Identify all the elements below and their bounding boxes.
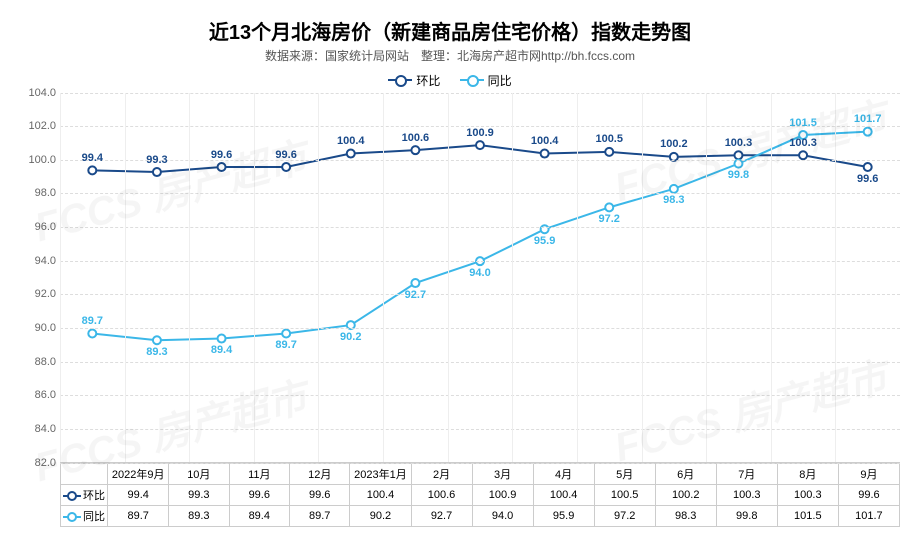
data-point-label: 99.6 [275, 149, 296, 161]
legend-label: 环比 [416, 72, 440, 89]
x-axis-label: 2023年1月 [350, 463, 411, 484]
chart-container: 近13个月北海房价（新建商品房住宅价格）指数走势图 数据来源：国家统计局网站 整… [0, 0, 900, 541]
x-axis-label: 11月 [229, 463, 289, 484]
chart-subtitle: 数据来源：国家统计局网站 整理：北海房产超市网http://bh.fccs.co… [20, 47, 880, 64]
table-cell: 99.8 [716, 505, 777, 526]
legend-swatch-huanbi [388, 79, 412, 81]
x-axis-label: 7月 [716, 463, 777, 484]
data-point-label: 99.6 [211, 149, 232, 161]
y-axis-label: 100.0 [28, 154, 56, 166]
table-cell: 99.6 [229, 484, 289, 505]
data-point-label: 90.2 [340, 331, 361, 343]
data-point-label: 97.2 [599, 213, 620, 225]
x-axis-label: 2月 [411, 463, 472, 484]
table-cell: 100.2 [655, 484, 716, 505]
x-axis-label: 9月 [838, 463, 899, 484]
y-axis-label: 94.0 [35, 255, 56, 267]
table-cell: 99.3 [169, 484, 229, 505]
y-axis-label: 84.0 [35, 423, 56, 435]
y-axis-label: 92.0 [35, 288, 56, 300]
legend-label: 同比 [488, 72, 512, 89]
x-axis-label: 6月 [655, 463, 716, 484]
y-axis-label: 98.0 [35, 187, 56, 199]
legend-item-huanbi: 环比 [388, 72, 440, 89]
table-cell: 89.4 [229, 505, 289, 526]
data-point-label: 100.2 [660, 138, 688, 150]
legend-item-tongbi: 同比 [460, 72, 512, 89]
x-axis-label: 5月 [594, 463, 655, 484]
table-cell: 99.6 [290, 484, 350, 505]
plot-area: 82.084.086.088.090.092.094.096.098.0100.… [60, 93, 900, 463]
table-cell: 101.7 [838, 505, 899, 526]
table-cell: 100.5 [594, 484, 655, 505]
data-point-label: 101.5 [789, 117, 817, 129]
y-axis-label: 96.0 [35, 221, 56, 233]
chart-title: 近13个月北海房价（新建商品房住宅价格）指数走势图 [20, 16, 880, 45]
table-cell: 100.4 [533, 484, 594, 505]
legend-swatch-tongbi [460, 79, 484, 81]
table-cell: 100.3 [716, 484, 777, 505]
table-cell: 90.2 [350, 505, 411, 526]
table-cell: 101.5 [777, 505, 838, 526]
table-cell: 89.3 [169, 505, 229, 526]
y-axis-label: 86.0 [35, 389, 56, 401]
y-axis-label: 90.0 [35, 322, 56, 334]
data-point-label: 100.9 [466, 127, 494, 139]
data-point-label: 100.3 [789, 137, 817, 149]
data-point-label: 101.7 [854, 113, 882, 125]
table-cell: 95.9 [533, 505, 594, 526]
table-cell: 97.2 [594, 505, 655, 526]
table-cell: 100.3 [777, 484, 838, 505]
table-cell: 99.6 [838, 484, 899, 505]
data-point-label: 89.3 [146, 346, 167, 358]
table-cell: 94.0 [472, 505, 533, 526]
table-cell: 89.7 [290, 505, 350, 526]
data-point-label: 100.5 [595, 133, 623, 145]
data-point-label: 99.3 [146, 154, 167, 166]
data-point-label: 100.6 [402, 132, 430, 144]
y-axis-label: 102.0 [28, 120, 56, 132]
table-cell: 98.3 [655, 505, 716, 526]
x-axis-label: 10月 [169, 463, 229, 484]
data-point-label: 99.8 [728, 169, 749, 181]
data-point-label: 89.4 [211, 344, 232, 356]
data-point-label: 98.3 [663, 194, 684, 206]
y-axis-label: 82.0 [35, 457, 56, 469]
table-cell: 100.4 [350, 484, 411, 505]
data-point-label: 99.6 [857, 173, 878, 185]
table-cell: 89.7 [108, 505, 169, 526]
table-cell: 100.6 [411, 484, 472, 505]
legend: 环比 同比 [20, 70, 880, 89]
data-point-label: 89.7 [275, 339, 296, 351]
table-cell: 100.9 [472, 484, 533, 505]
x-axis-label: 4月 [533, 463, 594, 484]
y-axis-label: 104.0 [28, 87, 56, 99]
table-cell: 99.4 [108, 484, 169, 505]
x-axis-label: 8月 [777, 463, 838, 484]
data-point-label: 95.9 [534, 235, 555, 247]
data-point-label: 94.0 [469, 267, 490, 279]
data-point-label: 99.4 [82, 152, 103, 164]
data-point-label: 100.3 [725, 137, 753, 149]
table-cell: 92.7 [411, 505, 472, 526]
data-table: 2022年9月10月11月12月2023年1月2月3月4月5月6月7月8月9月环… [20, 463, 880, 527]
data-point-label: 100.4 [337, 135, 365, 147]
x-axis-label: 12月 [290, 463, 350, 484]
x-axis-label: 2022年9月 [108, 463, 169, 484]
data-point-label: 92.7 [405, 289, 426, 301]
data-point-label: 100.4 [531, 135, 559, 147]
x-axis-label: 3月 [472, 463, 533, 484]
data-point-label: 89.7 [82, 315, 103, 327]
y-axis-label: 88.0 [35, 356, 56, 368]
